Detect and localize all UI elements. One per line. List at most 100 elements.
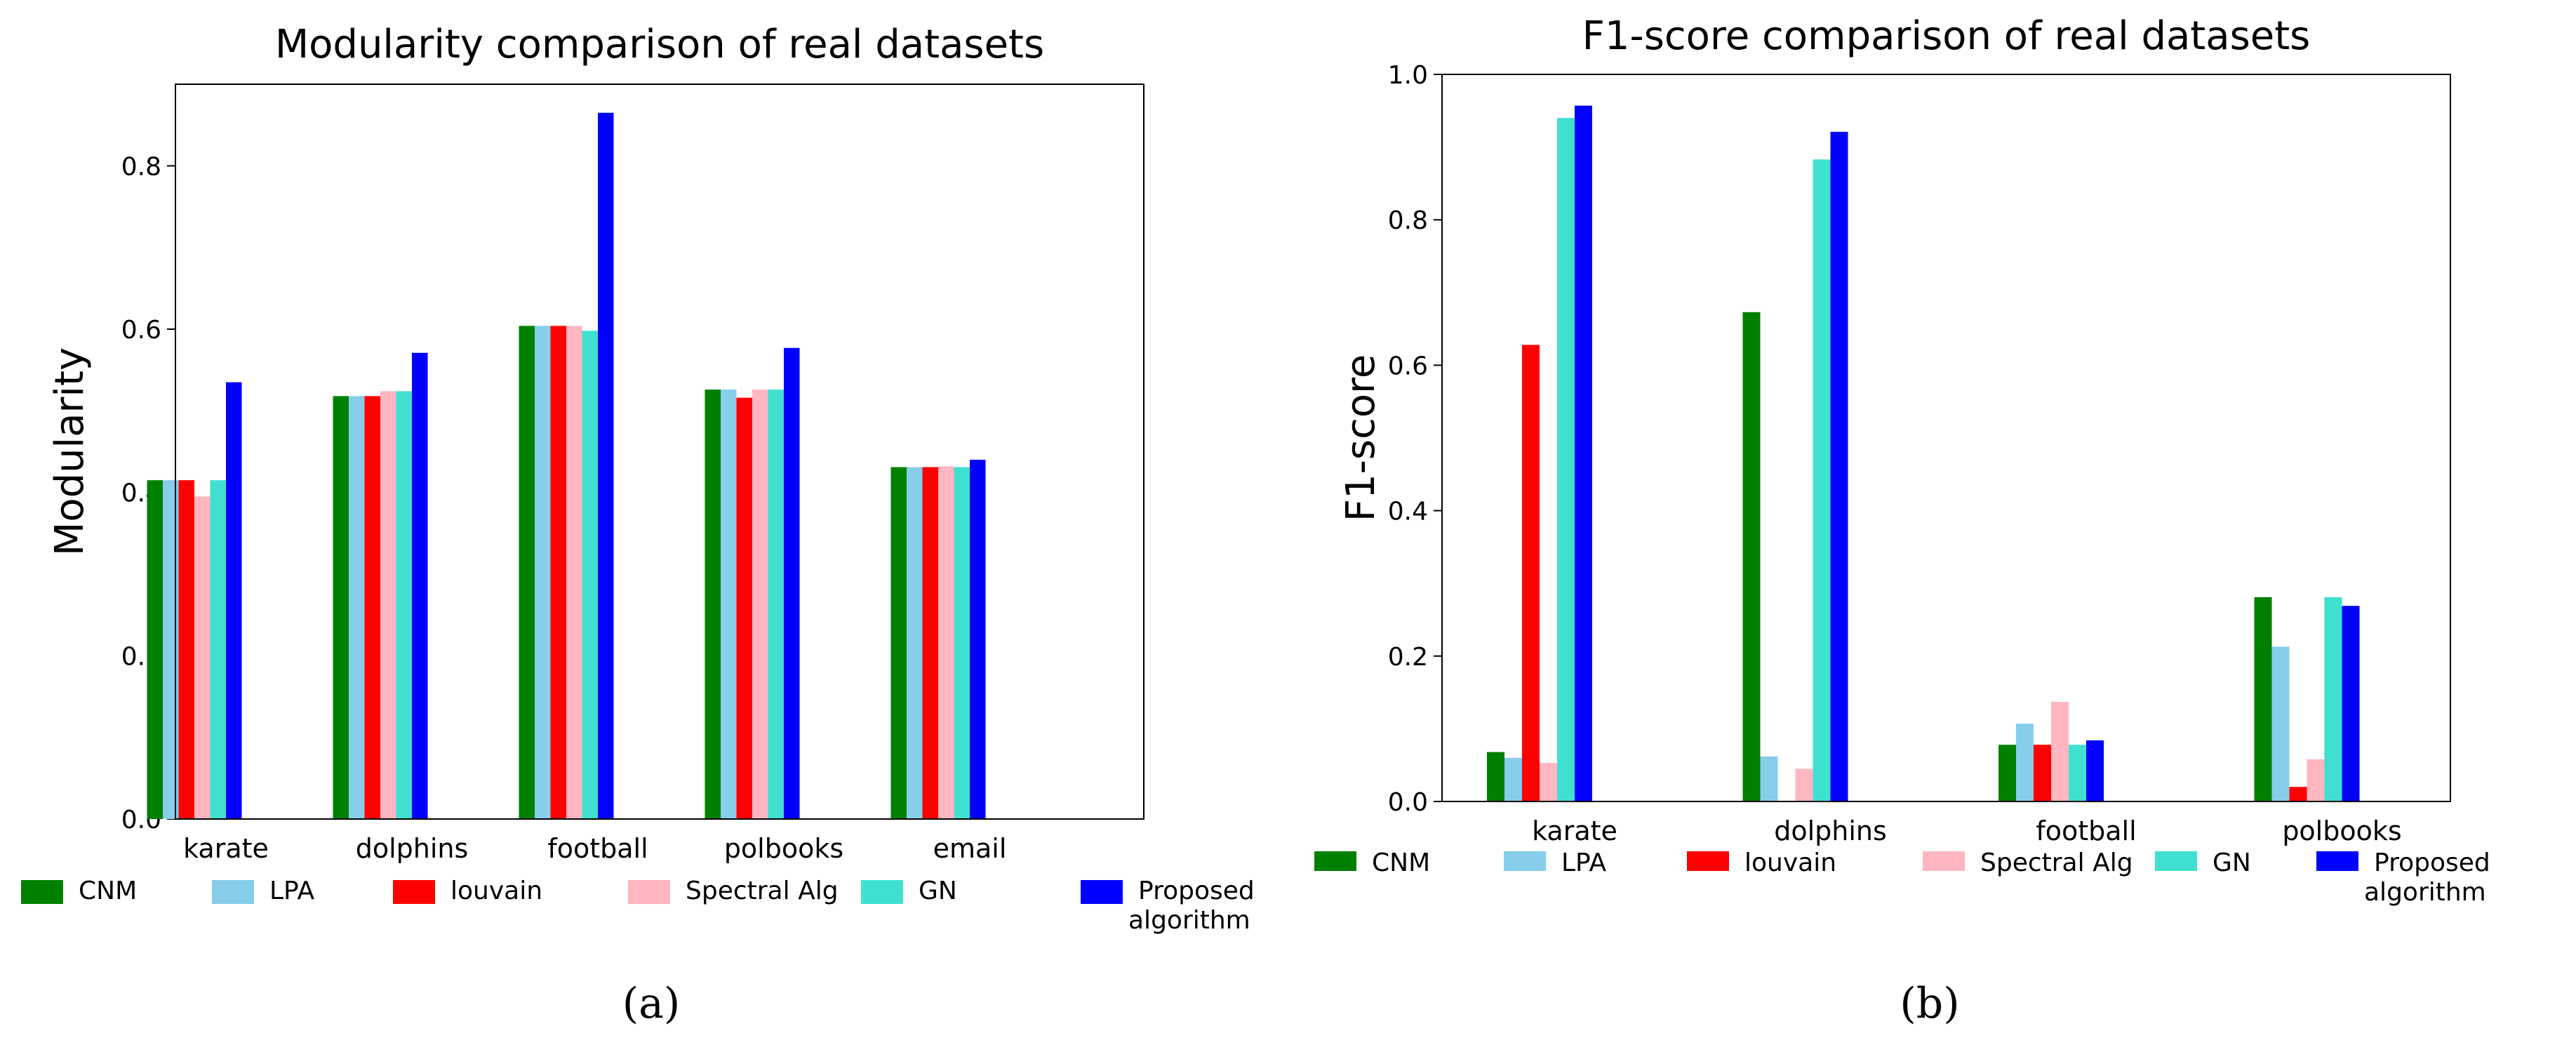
bar-proposed-algorithm-email [970, 460, 986, 819]
legend-label: GN [2213, 848, 2251, 877]
legend-swatch-gn [2155, 851, 2197, 871]
legend-swatch-lpa [212, 880, 254, 904]
y-tick-label: 0.4 [1388, 498, 1428, 526]
bar-gn-karate [210, 480, 226, 819]
legend-label: Spectral Alg [1980, 848, 2133, 877]
bar-cnm-football [519, 326, 535, 819]
bar-louvain-email [922, 467, 938, 819]
bar-louvain-football [2034, 745, 2051, 801]
y-tick-label: 0.0 [1388, 788, 1428, 817]
bar-cnm-karate [147, 480, 163, 819]
legend-label: LPA [269, 877, 314, 905]
x-category-label: karate [1532, 816, 1617, 846]
bar-gn-football [582, 331, 598, 819]
plot-frame [175, 84, 1144, 820]
bar-gn-email [954, 467, 970, 819]
chart-title: F1-score comparison of real datasets [1582, 13, 2311, 59]
y-tick-label: 0.6 [121, 316, 161, 345]
legend-label: CNM [1372, 848, 1430, 877]
bar-gn-dolphins [1813, 159, 1831, 801]
legend-label: louvain [451, 877, 542, 905]
bar-lpa-email [907, 467, 923, 819]
bar-gn-karate [1557, 118, 1575, 801]
legend-label: GN [919, 877, 957, 905]
bar-spectral-alg-karate [1540, 763, 1557, 801]
bar-lpa-dolphins [349, 396, 365, 819]
bar-proposed-algorithm-polbooks [2342, 606, 2360, 801]
x-category-label: karate [183, 833, 269, 864]
legend-label: louvain [1744, 848, 1836, 877]
x-category-label: email [933, 833, 1007, 864]
bar-spectral-alg-dolphins [380, 391, 396, 819]
legend-swatch-louvain [393, 880, 435, 904]
bar-lpa-karate [163, 480, 179, 819]
legend-label-line2: algorithm [2364, 878, 2486, 907]
y-tick-label: 0.8 [1388, 206, 1428, 235]
y-tick-label: 1.0 [1388, 61, 1428, 90]
bar-proposed-algorithm-dolphins [1830, 131, 1848, 801]
bar-lpa-polbooks [721, 390, 737, 819]
bar-cnm-dolphins [1742, 312, 1761, 802]
chart-title: Modularity comparison of real datasets [275, 22, 1044, 67]
x-category-label: polbooks [2282, 816, 2401, 846]
legend-swatch-cnm [1314, 851, 1356, 871]
x-category-label: football [2036, 816, 2136, 846]
bar-lpa-polbooks [2271, 646, 2290, 801]
y-tick-label: 0.6 [1388, 352, 1428, 380]
bar-cnm-email [890, 467, 907, 819]
y-axis-label: Modularity [47, 347, 93, 556]
y-axis-label: F1-score [1338, 354, 1384, 522]
bar-cnm-dolphins [333, 396, 349, 819]
legend-label: Spectral Alg [686, 877, 839, 905]
legend-label: CNM [79, 877, 137, 905]
bar-spectral-alg-football [2051, 702, 2069, 801]
bar-spectral-alg-polbooks [2307, 759, 2325, 801]
bar-proposed-algorithm-karate [226, 382, 242, 819]
bar-proposed-algorithm-football [598, 112, 614, 819]
x-category-label: football [547, 833, 648, 864]
chart-modularity: Modularity comparison of real datasets Mo… [21, 22, 1255, 1028]
x-category-label: polbooks [724, 833, 843, 864]
bar-lpa-football [2016, 724, 2034, 801]
legend-swatch-cnm [21, 880, 63, 904]
subfigure-caption: (a) [622, 979, 681, 1028]
legend-swatch-louvain [1687, 851, 1729, 871]
bar-lpa-football [535, 326, 551, 819]
bar-louvain-polbooks [2289, 787, 2307, 801]
legend-swatch-lpa [1504, 851, 1546, 871]
bar-spectral-alg-email [938, 466, 954, 819]
legend-label: Proposed [2374, 848, 2490, 877]
x-category-label: dolphins [356, 833, 469, 864]
bar-gn-dolphins [396, 391, 412, 819]
bar-louvain-karate [178, 480, 194, 819]
legend-swatch-proposed-algorithm [1081, 880, 1123, 904]
subfigure-caption: (b) [1900, 979, 1959, 1028]
legend-swatch-spectral-alg [628, 880, 670, 904]
x-category-label: dolphins [1774, 816, 1887, 846]
legend-swatch-gn [861, 880, 903, 904]
legend-swatch-spectral-alg [1923, 851, 1965, 871]
legend-swatch-proposed-algorithm [2316, 851, 2358, 871]
y-tick-label: 0.8 [121, 152, 161, 181]
bar-proposed-algorithm-polbooks [784, 347, 800, 819]
legend-label-line2: algorithm [1128, 906, 1250, 935]
bar-proposed-algorithm-dolphins [412, 352, 428, 819]
plot-frame [1441, 74, 2451, 802]
bar-louvain-dolphins [364, 396, 380, 819]
bar-louvain-football [550, 326, 566, 819]
bar-lpa-karate [1504, 757, 1522, 801]
bar-gn-football [2069, 745, 2086, 801]
bar-proposed-algorithm-football [2086, 740, 2104, 801]
legend-label: LPA [1561, 848, 1606, 877]
bar-proposed-algorithm-karate [1575, 105, 1592, 802]
chart-f1-score: F1-score comparison of real datasets F1-s… [1314, 13, 2490, 1028]
bar-lpa-dolphins [1760, 756, 1778, 801]
bar-spectral-alg-dolphins [1795, 768, 1813, 801]
bar-louvain-polbooks [736, 397, 752, 819]
bar-cnm-polbooks [705, 390, 721, 819]
bar-spectral-alg-football [566, 326, 582, 819]
bar-louvain-karate [1522, 345, 1540, 802]
bar-gn-polbooks [768, 390, 784, 819]
bar-cnm-polbooks [2254, 597, 2272, 801]
